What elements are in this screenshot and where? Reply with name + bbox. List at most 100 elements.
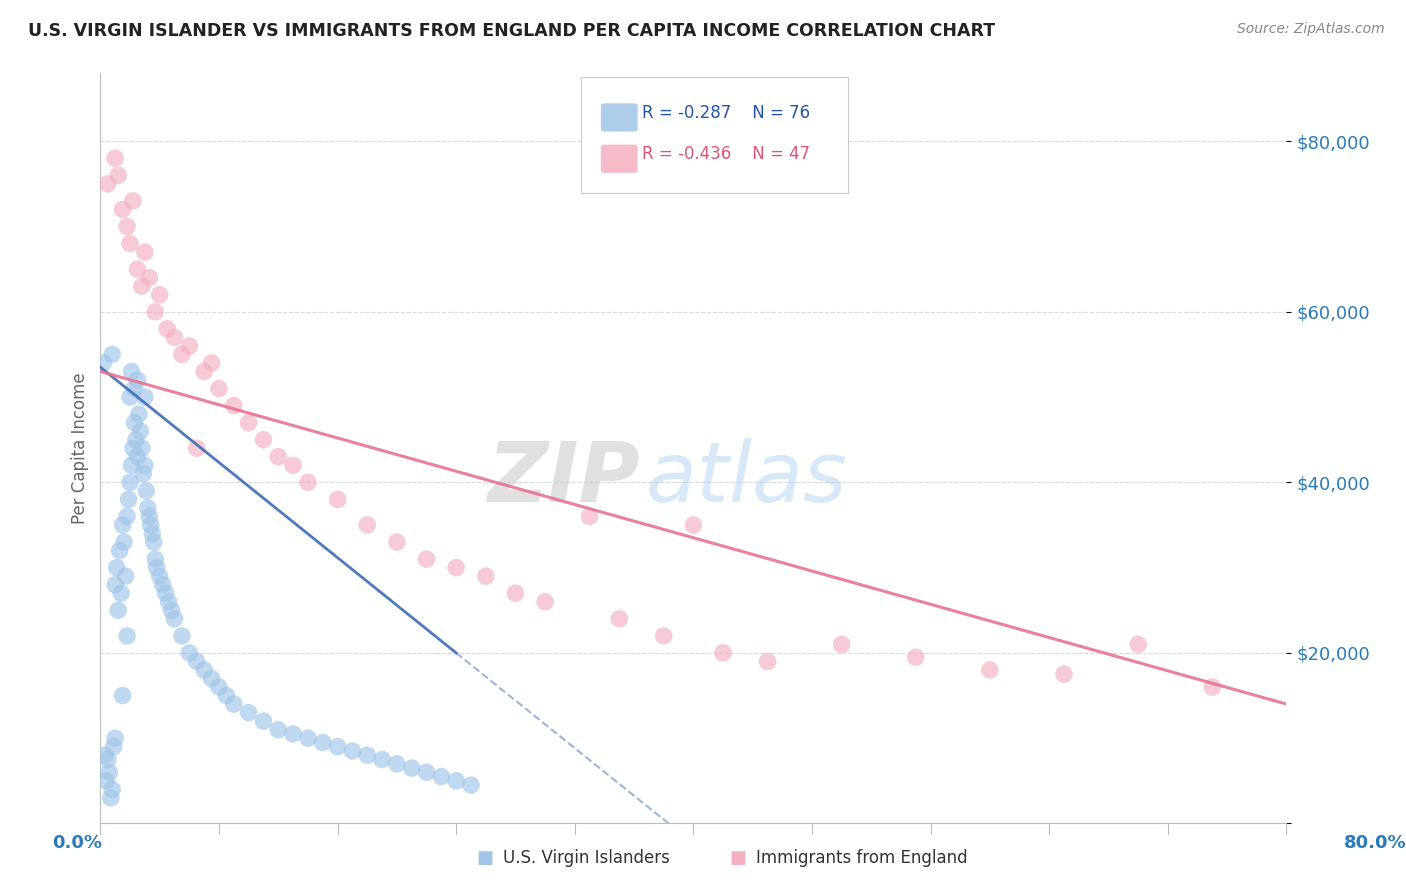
Point [1128, 637, 1150, 651]
Point [141, 526, 163, 541]
Point [107, 603, 129, 617]
Point [157, 595, 180, 609]
Point [170, 629, 193, 643]
Point [104, 731, 127, 746]
Point [186, 442, 208, 455]
Point [475, 569, 498, 583]
Point [170, 347, 193, 361]
Point [114, 569, 136, 583]
Point [652, 629, 675, 643]
Point [186, 655, 208, 669]
Point [108, 543, 131, 558]
Point [134, 245, 156, 260]
Point [356, 518, 378, 533]
Point [127, 373, 149, 387]
Text: ZIP: ZIP [488, 438, 640, 519]
Point [142, 535, 165, 549]
Point [208, 680, 231, 694]
Point [115, 629, 138, 643]
Point [160, 603, 183, 617]
Point [134, 458, 156, 473]
Point [460, 778, 482, 792]
Point [131, 279, 153, 293]
Point [104, 151, 127, 165]
Point [91, 356, 114, 370]
Point [444, 560, 467, 574]
Text: atlas: atlas [645, 438, 848, 519]
Point [607, 612, 630, 626]
Point [1053, 667, 1076, 681]
Point [101, 347, 124, 361]
Point [415, 765, 437, 780]
Point [112, 535, 135, 549]
Point [138, 509, 160, 524]
Point [124, 382, 146, 396]
Point [297, 731, 319, 746]
Point [979, 663, 1001, 677]
Point [193, 364, 215, 378]
Point [122, 194, 145, 208]
Point [118, 390, 141, 404]
Point [163, 612, 186, 626]
Point [297, 475, 319, 490]
Point [131, 442, 153, 455]
Point [115, 219, 138, 234]
Point [756, 655, 779, 669]
Point [831, 637, 853, 651]
Point [200, 672, 222, 686]
Text: ■: ■ [730, 849, 747, 867]
FancyBboxPatch shape [581, 77, 848, 193]
Text: R = -0.287    N = 76: R = -0.287 N = 76 [643, 103, 810, 121]
Point [143, 305, 166, 319]
Point [107, 169, 129, 183]
Text: U.S. VIRGIN ISLANDER VS IMMIGRANTS FROM ENGLAND PER CAPITA INCOME CORRELATION CH: U.S. VIRGIN ISLANDER VS IMMIGRANTS FROM … [28, 22, 995, 40]
Point [111, 202, 134, 217]
Point [115, 509, 138, 524]
Point [145, 560, 167, 574]
Text: R = -0.436    N = 47: R = -0.436 N = 47 [643, 145, 810, 163]
Point [129, 424, 152, 438]
Point [127, 262, 149, 277]
Point [143, 552, 166, 566]
Point [127, 450, 149, 464]
Point [103, 739, 125, 754]
Point [682, 518, 704, 533]
Point [238, 416, 260, 430]
Text: 80.0%: 80.0% [1344, 834, 1406, 852]
Point [96, 773, 118, 788]
Text: ■: ■ [477, 849, 494, 867]
Point [156, 322, 179, 336]
Point [215, 689, 238, 703]
Point [179, 646, 201, 660]
Point [132, 467, 155, 481]
Point [208, 382, 231, 396]
FancyBboxPatch shape [600, 103, 638, 131]
Point [200, 356, 222, 370]
Point [326, 739, 349, 754]
Point [356, 748, 378, 763]
Point [430, 770, 453, 784]
Point [118, 475, 141, 490]
Point [124, 416, 146, 430]
Point [179, 339, 201, 353]
Point [904, 650, 927, 665]
Text: Immigrants from England: Immigrants from England [756, 849, 969, 867]
Point [121, 364, 143, 378]
Point [267, 723, 290, 737]
Point [104, 577, 127, 591]
Point [371, 752, 394, 766]
Point [415, 552, 437, 566]
Point [111, 518, 134, 533]
Point [281, 727, 304, 741]
FancyBboxPatch shape [600, 145, 638, 173]
Point [267, 450, 290, 464]
Point [139, 518, 162, 533]
Point [342, 744, 364, 758]
Point [128, 407, 150, 421]
Point [101, 782, 124, 797]
Point [711, 646, 734, 660]
Point [222, 697, 245, 711]
Point [111, 689, 134, 703]
Point [136, 500, 159, 515]
Point [152, 577, 174, 591]
